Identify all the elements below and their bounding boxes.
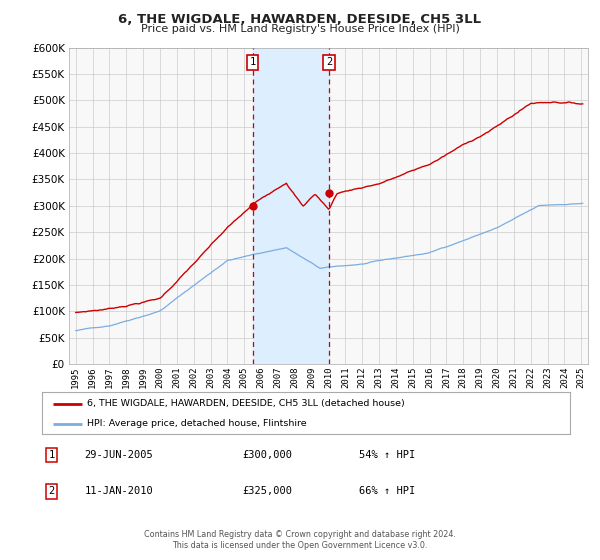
Text: 54% ↑ HPI: 54% ↑ HPI (359, 450, 415, 460)
Text: 6, THE WIGDALE, HAWARDEN, DEESIDE, CH5 3LL (detached house): 6, THE WIGDALE, HAWARDEN, DEESIDE, CH5 3… (87, 399, 404, 408)
Text: 2: 2 (326, 57, 332, 67)
Text: £325,000: £325,000 (242, 487, 293, 496)
Text: HPI: Average price, detached house, Flintshire: HPI: Average price, detached house, Flin… (87, 419, 307, 428)
Text: 66% ↑ HPI: 66% ↑ HPI (359, 487, 415, 496)
Text: £300,000: £300,000 (242, 450, 293, 460)
Text: 2: 2 (49, 487, 55, 496)
Text: This data is licensed under the Open Government Licence v3.0.: This data is licensed under the Open Gov… (172, 541, 428, 550)
Text: Contains HM Land Registry data © Crown copyright and database right 2024.: Contains HM Land Registry data © Crown c… (144, 530, 456, 539)
Text: 1: 1 (250, 57, 256, 67)
Text: 1: 1 (49, 450, 55, 460)
Text: Price paid vs. HM Land Registry's House Price Index (HPI): Price paid vs. HM Land Registry's House … (140, 24, 460, 34)
Text: 6, THE WIGDALE, HAWARDEN, DEESIDE, CH5 3LL: 6, THE WIGDALE, HAWARDEN, DEESIDE, CH5 3… (118, 13, 482, 26)
Text: 11-JAN-2010: 11-JAN-2010 (84, 487, 153, 496)
Text: 29-JUN-2005: 29-JUN-2005 (84, 450, 153, 460)
Bar (253, 48, 329, 364)
